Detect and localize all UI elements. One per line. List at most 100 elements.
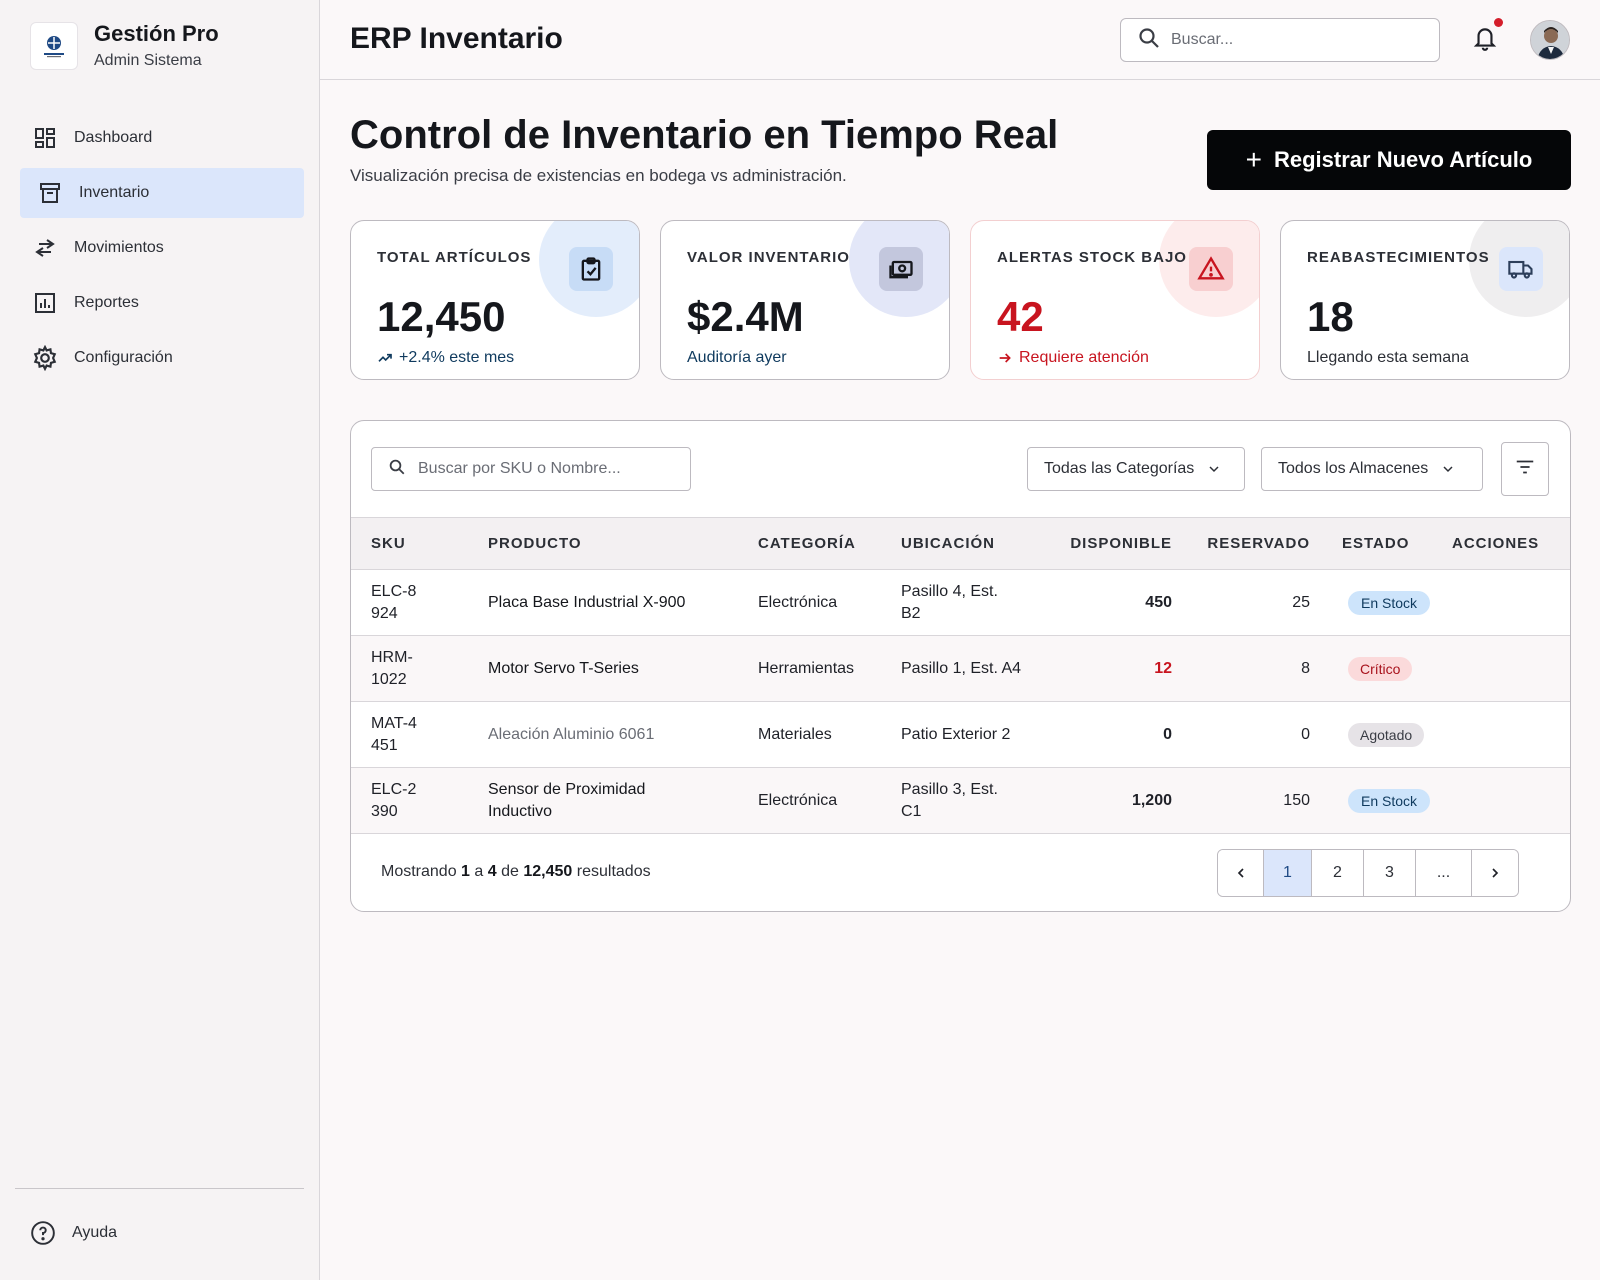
stat-value: 12,450 [377,293,506,340]
category-filter-select[interactable]: Todas las Categorías [1027,447,1245,491]
col-category[interactable]: CATEGORÍA [758,535,856,552]
status-badge: Agotado [1348,722,1425,747]
sidebar-item-configuracion[interactable]: Configuración [20,333,304,383]
arrow-right-icon [997,350,1013,366]
help-circle-icon [30,1220,56,1246]
stat-note-text: Auditoría ayer [687,349,787,366]
stat-label: REABASTECIMIENTOS [1307,249,1490,266]
notification-badge [1494,18,1503,27]
stat-value: $2.4M [687,293,804,340]
sidebar-item-reportes[interactable]: Reportes [20,278,304,328]
search-icon [1137,26,1161,55]
cell-available: 12 [1154,659,1172,677]
pagination-to: 4 [487,863,497,880]
stat-card-restock: REABASTECIMIENTOS 18 Llegando esta seman… [1280,220,1570,380]
next-page-button[interactable] [1472,850,1518,896]
pagination-from: 1 [461,863,470,880]
brand[interactable]: Gestión Pro Admin Sistema [30,20,219,72]
cell-sku: HRM-1022 [351,636,468,702]
table-header-row: SKU PRODUCTO CATEGORÍA UBICACIÓN DISPONI… [351,517,1570,570]
cell-actions [1444,768,1570,834]
main-content: ERP Inventario [320,0,1600,1280]
cell-location: Patio Exterior 2 [901,725,1011,743]
cell-status: Agotado [1310,702,1444,768]
cell-available: 1,200 [1131,791,1172,809]
col-location[interactable]: UBICACIÓN [901,535,995,552]
pagination-sep: de [501,863,519,880]
warehouse-filter-value: Todos los Almacenes [1278,460,1429,477]
chevron-right-icon [1487,865,1503,881]
col-available[interactable]: DISPONIBLE [1070,535,1172,552]
sidebar-item-dashboard[interactable]: Dashboard [20,113,304,163]
plus-icon: + [1245,144,1262,175]
cell-product: Placa Base Industrial X-900 [488,593,686,611]
app-title: ERP Inventario [350,22,563,55]
cell-product: Aleación Aluminio 6061 [488,725,655,743]
chevron-down-icon [1440,461,1456,477]
stats-row: TOTAL ARTÍCULOS 12,450 +2.4% este mes VA… [350,220,1570,380]
cell-category: Electrónica [758,593,838,611]
search-icon [388,458,406,481]
bar-chart-icon [32,290,58,316]
global-search-input[interactable] [1171,31,1411,49]
sidebar-item-label: Configuración [74,349,173,366]
page-subtitle: Visualización precisa de existencias en … [350,166,847,185]
sidebar-item-movimientos[interactable]: Movimientos [20,223,304,273]
table-row[interactable]: ELC-8924 Placa Base Industrial X-900 Ele… [351,570,1570,636]
stat-note-text: Requiere atención [1019,349,1149,366]
register-item-button[interactable]: + Registrar Nuevo Artículo [1207,130,1571,190]
avatar[interactable] [1530,20,1570,60]
chevron-down-icon [1206,461,1222,477]
status-badge: En Stock [1348,788,1430,813]
col-reserved[interactable]: RESERVADO [1207,535,1310,552]
table-row[interactable]: ELC-2390 Sensor de Proximidad Inductivo … [351,767,1570,834]
cell-available: 450 [1145,593,1172,611]
cell-product: Motor Servo T-Series [488,659,639,677]
sidebar-item-label: Reportes [74,294,139,311]
register-item-label: Registrar Nuevo Artículo [1274,147,1533,172]
sidebar: Gestión Pro Admin Sistema Dashboard Inve… [0,0,320,1280]
page-ellipsis[interactable]: ... [1416,850,1472,896]
page-title: Control de Inventario en Tiempo Real [350,113,1059,157]
stat-note: Llegando esta semana [1307,349,1469,367]
sidebar-item-inventario[interactable]: Inventario [20,168,304,218]
page-button-3[interactable]: 3 [1364,850,1416,896]
table-row[interactable]: MAT-4451 Aleación Aluminio 6061 Material… [351,702,1570,768]
cell-location: Pasillo 3, Est. C1 [881,768,1047,834]
cell-location: Pasillo 4, Est. B2 [881,570,1047,636]
table-row[interactable]: HRM-1022 Motor Servo T-Series Herramient… [351,635,1570,702]
cell-actions [1444,636,1570,702]
brand-subtitle: Admin Sistema [94,52,202,69]
stat-note: Auditoría ayer [687,349,787,367]
clipboard-check-icon [569,247,613,291]
cell-status: En Stock [1310,570,1444,636]
help-label: Ayuda [72,1224,118,1241]
pagination-suffix: resultados [576,863,651,880]
inventory-table-panel: Todas las Categorías Todos los Almacenes [350,420,1571,912]
page-button-1[interactable]: 1 [1264,850,1312,896]
swap-arrows-icon [32,235,58,261]
cell-sku: MAT-4451 [351,702,468,768]
advanced-filter-button[interactable] [1501,442,1549,496]
table-search[interactable] [371,447,691,491]
cell-location: Pasillo 1, Est. A4 [901,659,1022,677]
stat-label: ALERTAS STOCK BAJO [997,249,1187,266]
stat-card-low-stock: ALERTAS STOCK BAJO 42 Requiere atención [970,220,1260,380]
money-icon [879,247,923,291]
table-search-input[interactable] [418,460,678,478]
global-search[interactable] [1120,18,1440,62]
warehouse-filter-select[interactable]: Todos los Almacenes [1261,447,1483,491]
col-status[interactable]: ESTADO [1342,535,1410,552]
cell-product: Sensor de Proximidad Inductivo [468,768,738,834]
prev-page-button[interactable] [1218,850,1264,896]
pagination-prefix: Mostrando [381,863,457,880]
col-sku[interactable]: SKU [371,535,406,552]
notifications-button[interactable] [1472,18,1503,57]
stat-value: 42 [997,293,1044,340]
page-button-2[interactable]: 2 [1312,850,1364,896]
col-product[interactable]: PRODUCTO [488,535,582,552]
archive-box-icon [37,180,63,206]
sidebar-nav: Dashboard Inventario Movimientos Reporte… [20,113,304,388]
help-link[interactable]: Ayuda [30,1220,117,1246]
cell-actions [1444,702,1570,768]
